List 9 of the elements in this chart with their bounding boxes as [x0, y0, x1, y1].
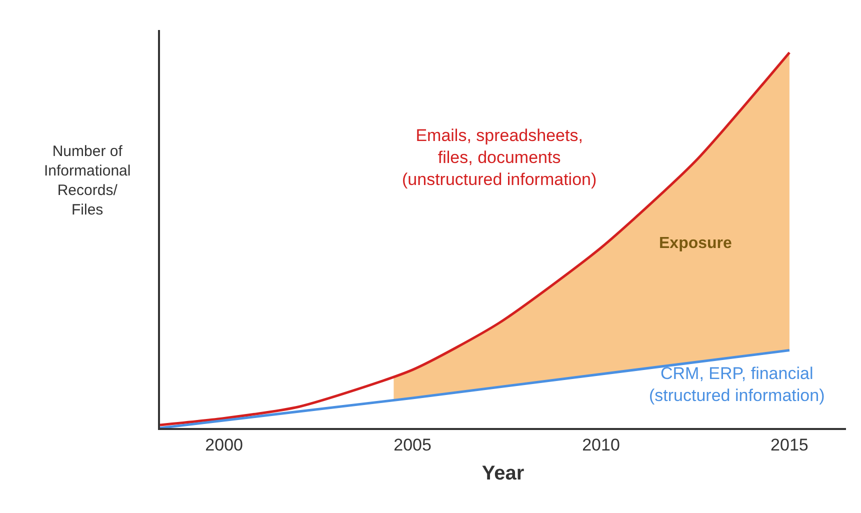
- x-tick-label: 2010: [582, 435, 620, 454]
- x-tick-label: 2005: [394, 435, 432, 454]
- text: Emails, spreadsheets, files, documents (unstructured information): [402, 126, 597, 190]
- x-tick-label: 2000: [205, 435, 243, 454]
- annotation: Exposure: [659, 235, 732, 252]
- x-tick-label: 2015: [770, 435, 808, 454]
- x-axis-title: Year: [482, 462, 524, 484]
- y-axis-title: Number of Informational Records/ Files: [44, 143, 131, 218]
- series-label: CRM, ERP, financial (structured information): [649, 364, 825, 406]
